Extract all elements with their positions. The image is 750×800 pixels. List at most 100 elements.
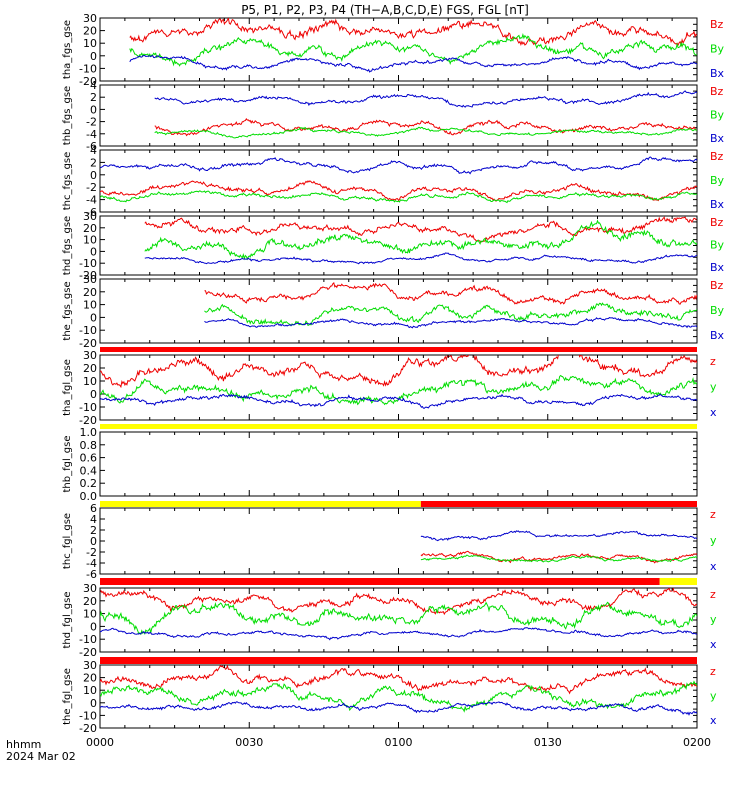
series-z-line — [420, 550, 697, 564]
y-tick-label: -4 — [86, 128, 97, 141]
legend-bz: Bz — [710, 85, 724, 98]
y-tick-label: 1.0 — [80, 426, 98, 439]
plot-frame — [99, 84, 698, 147]
y-tick-label: 2 — [90, 524, 97, 537]
y-axis-label: thc_fgl_gse — [62, 513, 73, 569]
status-bar-segment — [659, 578, 697, 585]
status-bar-segment — [100, 657, 697, 664]
chart-title: P5, P1, P2, P3, P4 (TH−A,B,C,D,E) FGS, F… — [241, 3, 529, 17]
y-tick-label: 2 — [90, 91, 97, 104]
series-bz-line — [204, 281, 697, 305]
y-tick-label: -10 — [79, 257, 97, 270]
y-tick-label: 0 — [90, 50, 97, 63]
series-x-line — [420, 530, 697, 542]
legend-x: x — [710, 406, 717, 419]
x-tick-label: 0130 — [534, 736, 562, 749]
legend-x: x — [710, 714, 717, 727]
y-tick-label: 10 — [83, 684, 97, 697]
y-tick-label: 20 — [83, 362, 97, 375]
legend-z: z — [710, 665, 716, 678]
y-tick-label: 6 — [90, 502, 97, 515]
series-bx-line — [154, 90, 697, 108]
y-tick-label: -20 — [79, 269, 97, 282]
y-tick-label: -10 — [79, 324, 97, 337]
time-axis-label-date: 2024 Mar 02 — [6, 750, 76, 763]
series-y-line — [100, 680, 697, 713]
y-tick-label: -20 — [79, 646, 97, 659]
series-bz-line — [129, 18, 697, 47]
y-tick-label: -10 — [79, 633, 97, 646]
legend-bx: Bx — [710, 261, 725, 274]
y-tick-label: 0.6 — [80, 452, 98, 465]
plot-frame — [99, 149, 698, 213]
y-axis-label: the_fgl_gse — [62, 668, 73, 725]
y-tick-label: 20 — [83, 25, 97, 38]
legend-by: By — [710, 43, 725, 56]
y-tick-label: -10 — [79, 62, 97, 75]
legend-bx: Bx — [710, 329, 725, 342]
y-tick-label: -10 — [79, 401, 97, 414]
series-by-line — [204, 302, 697, 327]
x-tick-label: 0100 — [385, 736, 413, 749]
legend-bz: Bz — [710, 150, 724, 163]
series-y-line — [100, 374, 697, 406]
y-tick-label: 0 — [90, 388, 97, 401]
series-z-line — [100, 665, 697, 695]
y-tick-label: 4 — [90, 513, 97, 526]
y-tick-label: 0 — [90, 311, 97, 324]
y-axis-label: thc_fgs_gse — [62, 152, 73, 211]
y-axis-label: thd_fgl_gse — [62, 592, 73, 649]
y-tick-label: 0 — [90, 620, 97, 633]
series-bx-line — [129, 54, 697, 73]
y-tick-label: -20 — [79, 337, 97, 350]
panel-thb_fgs_gse: 420-2-4-6 thb_fgs_gse Bz By Bx — [62, 79, 725, 153]
series-bx-line — [204, 317, 697, 329]
legend-by: By — [710, 239, 725, 252]
series-x-line — [100, 393, 697, 409]
y-tick-label: 30 — [83, 12, 97, 25]
y-tick-label: -2 — [86, 181, 97, 194]
legend-y: y — [710, 613, 717, 626]
legend-by: By — [710, 304, 725, 317]
y-tick-label: -6 — [86, 140, 97, 153]
y-tick-label: -20 — [79, 414, 97, 427]
series-bx-line — [144, 252, 697, 265]
status-bar-segment — [100, 347, 697, 352]
series-x-line — [100, 701, 697, 716]
series-bz-line — [144, 216, 697, 243]
series-y-line — [100, 601, 697, 636]
series-by-line — [154, 126, 697, 139]
plot-frame — [99, 431, 698, 497]
y-axis-label: thd_fgs_gse — [62, 216, 73, 275]
legend-x: x — [710, 638, 717, 651]
y-tick-label: 30 — [83, 349, 97, 362]
y-tick-label: 0.4 — [80, 464, 98, 477]
y-axis-label: tha_fgs_gse — [62, 20, 73, 79]
y-tick-label: -6 — [86, 206, 97, 219]
y-tick-label: 20 — [83, 222, 97, 235]
y-tick-label: 4 — [90, 79, 97, 92]
y-tick-label: -6 — [86, 568, 97, 581]
y-tick-label: -10 — [79, 709, 97, 722]
series-z-line — [100, 355, 697, 389]
legend-z: z — [710, 508, 716, 521]
plot-frame — [99, 278, 698, 344]
legend-y: y — [710, 381, 717, 394]
legend-bz: Bz — [710, 279, 724, 292]
y-tick-label: 0 — [90, 245, 97, 258]
legend-bx: Bx — [710, 198, 725, 211]
y-tick-label: -2 — [86, 116, 97, 129]
status-bar-segment — [100, 578, 660, 585]
y-tick-label: 0 — [90, 169, 97, 182]
series-x-line — [100, 627, 697, 641]
legend-bx: Bx — [710, 67, 725, 80]
plot-frame — [99, 587, 698, 653]
y-tick-label: -20 — [79, 75, 97, 88]
y-tick-label: 0 — [90, 103, 97, 116]
y-tick-label: 10 — [83, 299, 97, 312]
y-tick-label: -2 — [86, 546, 97, 559]
